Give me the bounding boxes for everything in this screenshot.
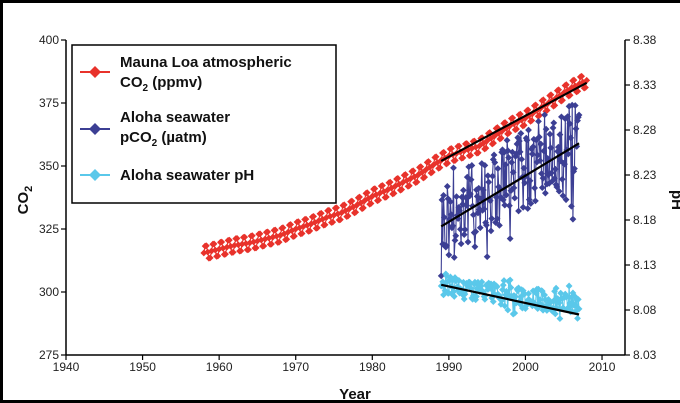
data-point bbox=[494, 165, 501, 172]
y-left-tick-label: 275 bbox=[39, 348, 59, 362]
y-right-tick-label: 8.38 bbox=[633, 33, 657, 47]
y-right-tick-label: 8.33 bbox=[633, 78, 657, 92]
y-right-tick-label: 8.08 bbox=[633, 303, 657, 317]
data-point bbox=[568, 203, 575, 210]
data-point bbox=[525, 127, 532, 134]
data-point bbox=[550, 119, 557, 126]
y-right-tick-label: 8.03 bbox=[633, 348, 657, 362]
y-right-tick-label: 8.13 bbox=[633, 258, 657, 272]
data-point bbox=[484, 253, 491, 260]
data-point bbox=[557, 131, 564, 138]
data-point bbox=[485, 179, 492, 186]
x-tick-label: 1970 bbox=[282, 360, 309, 374]
x-tick-label: 2010 bbox=[589, 360, 616, 374]
x-tick-label: 1960 bbox=[206, 360, 233, 374]
data-point bbox=[557, 315, 564, 322]
x-tick-label: 2000 bbox=[512, 360, 539, 374]
data-point bbox=[458, 240, 465, 247]
y-axis-label-right: pH bbox=[668, 190, 680, 210]
data-point bbox=[573, 125, 580, 132]
data-point bbox=[511, 195, 518, 202]
data-point bbox=[450, 164, 457, 171]
y-axis-label-left: CO2 bbox=[15, 186, 35, 215]
y-left-tick-label: 325 bbox=[39, 222, 59, 236]
data-point bbox=[477, 224, 484, 231]
data-point bbox=[542, 190, 549, 197]
data-point bbox=[465, 239, 472, 246]
data-point bbox=[515, 208, 522, 215]
data-point bbox=[529, 151, 536, 158]
legend: Mauna Loa atmospheric CO2 (ppmv) Aloha s… bbox=[72, 45, 336, 203]
x-tick-label: 1980 bbox=[359, 360, 386, 374]
data-point bbox=[566, 283, 573, 290]
y-right-tick-label: 8.28 bbox=[633, 123, 657, 137]
data-point bbox=[452, 232, 459, 239]
series-aloha-ph bbox=[438, 270, 583, 322]
legend-label-mauna-loa-line1: Mauna Loa atmospheric bbox=[120, 54, 292, 71]
data-point bbox=[444, 183, 451, 190]
legend-label-aloha-pco2-line1: Aloha seawater bbox=[120, 109, 230, 126]
data-point bbox=[574, 315, 581, 322]
data-point bbox=[488, 227, 495, 234]
data-point bbox=[472, 243, 479, 250]
data-point bbox=[570, 216, 577, 223]
data-point bbox=[531, 185, 538, 192]
y-left-tick-label: 400 bbox=[39, 33, 59, 47]
y-left-tick-label: 350 bbox=[39, 159, 59, 173]
y-left-tick-label: 300 bbox=[39, 285, 59, 299]
data-point bbox=[460, 187, 467, 194]
x-tick-label: 1990 bbox=[436, 360, 463, 374]
y-left-tick-label: 375 bbox=[39, 96, 59, 110]
legend-label-aloha-ph: Aloha seawater pH bbox=[120, 167, 254, 184]
y-right-tick-label: 8.18 bbox=[633, 213, 657, 227]
x-tick-label: 1940 bbox=[53, 360, 80, 374]
y-right-tick-label: 8.23 bbox=[633, 168, 657, 182]
data-point bbox=[506, 202, 513, 209]
x-axis-label: Year bbox=[339, 386, 371, 403]
data-point bbox=[507, 235, 514, 242]
data-point bbox=[504, 137, 511, 144]
data-point bbox=[535, 118, 542, 125]
data-point bbox=[491, 152, 498, 159]
x-tick-label: 1950 bbox=[129, 360, 156, 374]
